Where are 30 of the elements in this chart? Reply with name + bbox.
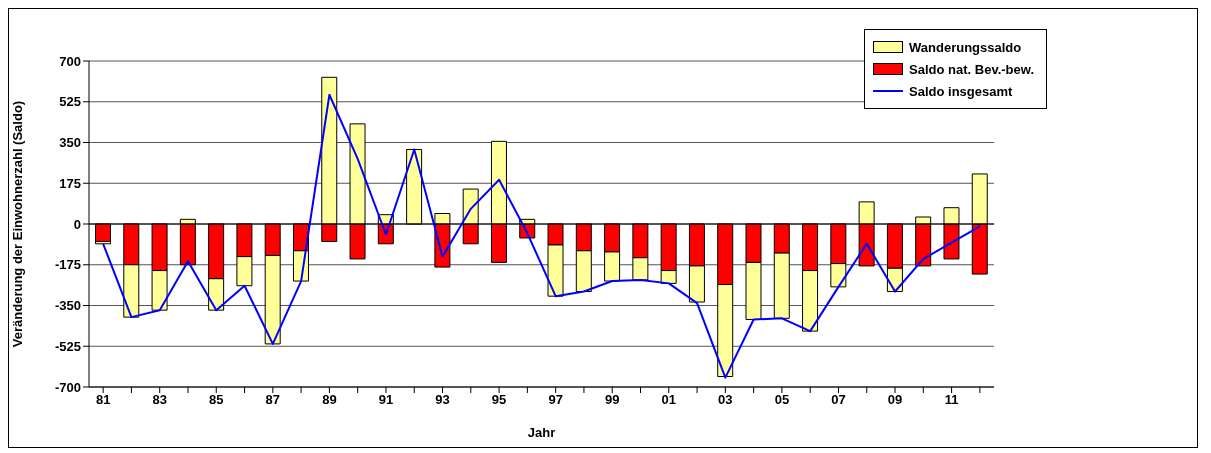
y-tick-label: -700 [54,379,81,395]
y-tick-label: 350 [59,135,81,151]
x-tick-label: 07 [831,392,846,408]
y-tick-label: 0 [73,216,81,232]
x-tick-label: 87 [265,392,281,408]
x-tick-label: 05 [774,392,790,408]
x-tick-label: 95 [491,392,507,408]
legend-label: Saldo nat. Bev.-bew. [909,61,1034,77]
x-tick-label: 89 [322,392,337,408]
y-tick-label: -175 [54,257,81,273]
x-tick-label: 97 [548,392,563,408]
x-tick-label: 91 [378,392,394,408]
y-tick-label: 700 [59,53,81,69]
y-tick-label: -350 [54,298,81,314]
legend-label: Wanderungssaldo [909,39,1022,55]
x-tick-label: 83 [152,392,167,408]
x-axis-title: Jahr [527,425,556,440]
x-tick-label: 93 [435,392,450,408]
x-tick-label: 11 [944,392,959,408]
y-tick-label: 525 [59,94,81,110]
x-tick-label: 03 [718,392,733,408]
y-tick-label: 175 [59,175,81,191]
x-tick-label: 09 [887,392,903,408]
x-tick-label: 85 [209,392,224,408]
x-tick-label: 99 [604,392,620,408]
y-tick-label: -525 [54,338,81,354]
x-tick-label: 81 [95,392,111,408]
y-axis-title: Veränderung der Einwohnerzahl (Saldo) [9,100,25,348]
x-tick-label: 01 [661,392,677,408]
legend-label: Saldo insgesamt [909,83,1013,99]
